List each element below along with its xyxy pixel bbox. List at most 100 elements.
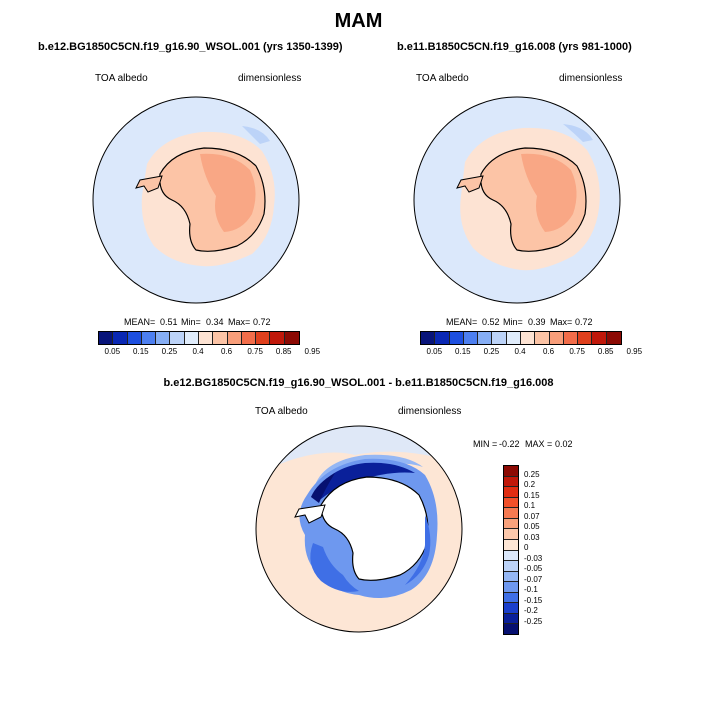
panel2-map bbox=[413, 96, 621, 304]
colorbar-tick-label: 0.25 bbox=[161, 347, 178, 356]
colorbar-swatch bbox=[578, 332, 593, 344]
colorbar-swatch bbox=[504, 603, 518, 614]
colorbar-swatch bbox=[127, 332, 142, 344]
colorbar-swatch bbox=[435, 332, 450, 344]
colorbar-tick-label: -0.05 bbox=[524, 564, 543, 573]
panel1-run-title: b.e12.BG1850C5CN.f19_g16.90_WSOL.001 (yr… bbox=[38, 41, 343, 53]
panel1-mean-label: MEAN= bbox=[124, 317, 156, 327]
diff-min-label: MIN = bbox=[473, 439, 498, 449]
colorbar-tick-label: 0.03 bbox=[524, 532, 540, 542]
colorbar-swatch bbox=[113, 332, 128, 344]
panel2-variable-label: TOA albedo bbox=[416, 73, 469, 84]
colorbar-swatch bbox=[504, 550, 518, 562]
colorbar-swatch bbox=[504, 476, 518, 488]
colorbar-swatch bbox=[504, 571, 518, 583]
diff-max-value: 0.02 bbox=[555, 439, 573, 449]
panel2-mean-value: 0.52 bbox=[482, 317, 500, 327]
colorbar-swatch bbox=[606, 332, 621, 344]
panel2-units-label: dimensionless bbox=[559, 73, 623, 84]
colorbar-swatch bbox=[563, 332, 579, 344]
colorbar-tick-label: 0.15 bbox=[133, 347, 149, 356]
colorbar-tick-label: 0.95 bbox=[304, 347, 321, 356]
colorbar-swatch bbox=[520, 332, 536, 344]
colorbar-swatch bbox=[535, 332, 550, 344]
colorbar-tick-label: 0.75 bbox=[247, 347, 263, 356]
colorbar-swatch bbox=[549, 332, 564, 344]
diff-map bbox=[255, 425, 463, 633]
colorbar-swatch bbox=[504, 561, 518, 572]
panel1-min-value: 0.34 bbox=[206, 317, 224, 327]
colorbar-swatch bbox=[184, 332, 199, 344]
colorbar-swatch bbox=[504, 529, 518, 540]
diff-variable-label: TOA albedo bbox=[255, 406, 308, 417]
colorbar-tick-label: -0.03 bbox=[524, 553, 543, 563]
colorbar-swatch bbox=[492, 332, 507, 344]
panel1-max-label: Max= bbox=[228, 317, 251, 327]
colorbar-tick-label: 0.6 bbox=[221, 347, 233, 356]
colorbar-tick-label: 0.1 bbox=[524, 501, 536, 510]
colorbar-swatch bbox=[156, 332, 171, 344]
colorbar-swatch bbox=[504, 497, 518, 509]
panel2-colorbar bbox=[420, 331, 622, 345]
colorbar-tick-label: -0.1 bbox=[524, 585, 538, 594]
panel1-colorbar bbox=[98, 331, 300, 345]
diff-colorbar bbox=[503, 465, 519, 635]
colorbar-swatch bbox=[504, 592, 518, 604]
colorbar-swatch bbox=[241, 332, 257, 344]
colorbar-tick-label: 0.75 bbox=[569, 347, 585, 356]
colorbar-swatch bbox=[213, 332, 228, 344]
panel2-min-label: Min= bbox=[503, 317, 523, 327]
colorbar-swatch bbox=[170, 332, 185, 344]
diff-run-title: b.e12.BG1850C5CN.f19_g16.90_WSOL.001 - b… bbox=[163, 377, 554, 389]
colorbar-swatch bbox=[198, 332, 214, 344]
colorbar-tick-label: 0.25 bbox=[524, 469, 540, 479]
colorbar-tick-label: 0.05 bbox=[426, 347, 443, 356]
panel2-min-value: 0.39 bbox=[528, 317, 546, 327]
colorbar-tick-label: -0.07 bbox=[524, 574, 543, 584]
colorbar-swatch bbox=[99, 332, 114, 344]
colorbar-tick-label: 0.05 bbox=[104, 347, 121, 356]
colorbar-swatch bbox=[478, 332, 493, 344]
panel1-variable-label: TOA albedo bbox=[95, 73, 148, 84]
panel1-units-label: dimensionless bbox=[238, 73, 302, 84]
colorbar-swatch bbox=[506, 332, 521, 344]
colorbar-swatch bbox=[284, 332, 299, 344]
antarctica-coastline bbox=[320, 476, 429, 581]
colorbar-tick-label: 0.95 bbox=[626, 347, 643, 356]
colorbar-tick-label: -0.15 bbox=[524, 595, 543, 605]
diff-max-label: MAX = bbox=[525, 439, 553, 449]
colorbar-tick-label: -0.25 bbox=[524, 616, 543, 626]
colorbar-swatch bbox=[504, 466, 518, 477]
panel2-max-label: Max= bbox=[550, 317, 573, 327]
colorbar-swatch bbox=[270, 332, 285, 344]
colorbar-swatch bbox=[141, 332, 157, 344]
panel2-mean-label: MEAN= bbox=[446, 317, 478, 327]
diff-units-label: dimensionless bbox=[398, 406, 462, 417]
colorbar-tick-label: 0 bbox=[524, 543, 529, 552]
colorbar-tick-label: 0.4 bbox=[514, 347, 526, 356]
figure-title: MAM bbox=[334, 10, 383, 32]
panel2-max-value: 0.72 bbox=[575, 317, 593, 327]
colorbar-swatch bbox=[227, 332, 242, 344]
colorbar-tick-label: 0.85 bbox=[597, 347, 614, 356]
colorbar-swatch bbox=[504, 582, 518, 593]
colorbar-swatch bbox=[504, 539, 518, 551]
colorbar-swatch bbox=[504, 624, 518, 634]
colorbar-swatch bbox=[504, 518, 518, 530]
colorbar-tick-label: -0.2 bbox=[524, 606, 538, 615]
colorbar-tick-label: 0.4 bbox=[192, 347, 204, 356]
colorbar-swatch bbox=[449, 332, 464, 344]
colorbar-swatch bbox=[463, 332, 479, 344]
colorbar-tick-label: 0.07 bbox=[524, 511, 540, 521]
panel1-min-label: Min= bbox=[181, 317, 201, 327]
panel1-map bbox=[92, 96, 300, 304]
colorbar-tick-label: 0.2 bbox=[524, 480, 536, 489]
colorbar-swatch bbox=[256, 332, 271, 344]
colorbar-tick-label: 0.85 bbox=[275, 347, 292, 356]
panel1-mean-value: 0.51 bbox=[160, 317, 178, 327]
colorbar-tick-label: 0.15 bbox=[455, 347, 471, 356]
colorbar-tick-label: 0.6 bbox=[543, 347, 555, 356]
diff-min-value: -0.22 bbox=[499, 439, 520, 449]
panel2-run-title: b.e11.B1850C5CN.f19_g16.008 (yrs 981-100… bbox=[397, 41, 632, 53]
colorbar-tick-label: 0.05 bbox=[524, 522, 540, 531]
